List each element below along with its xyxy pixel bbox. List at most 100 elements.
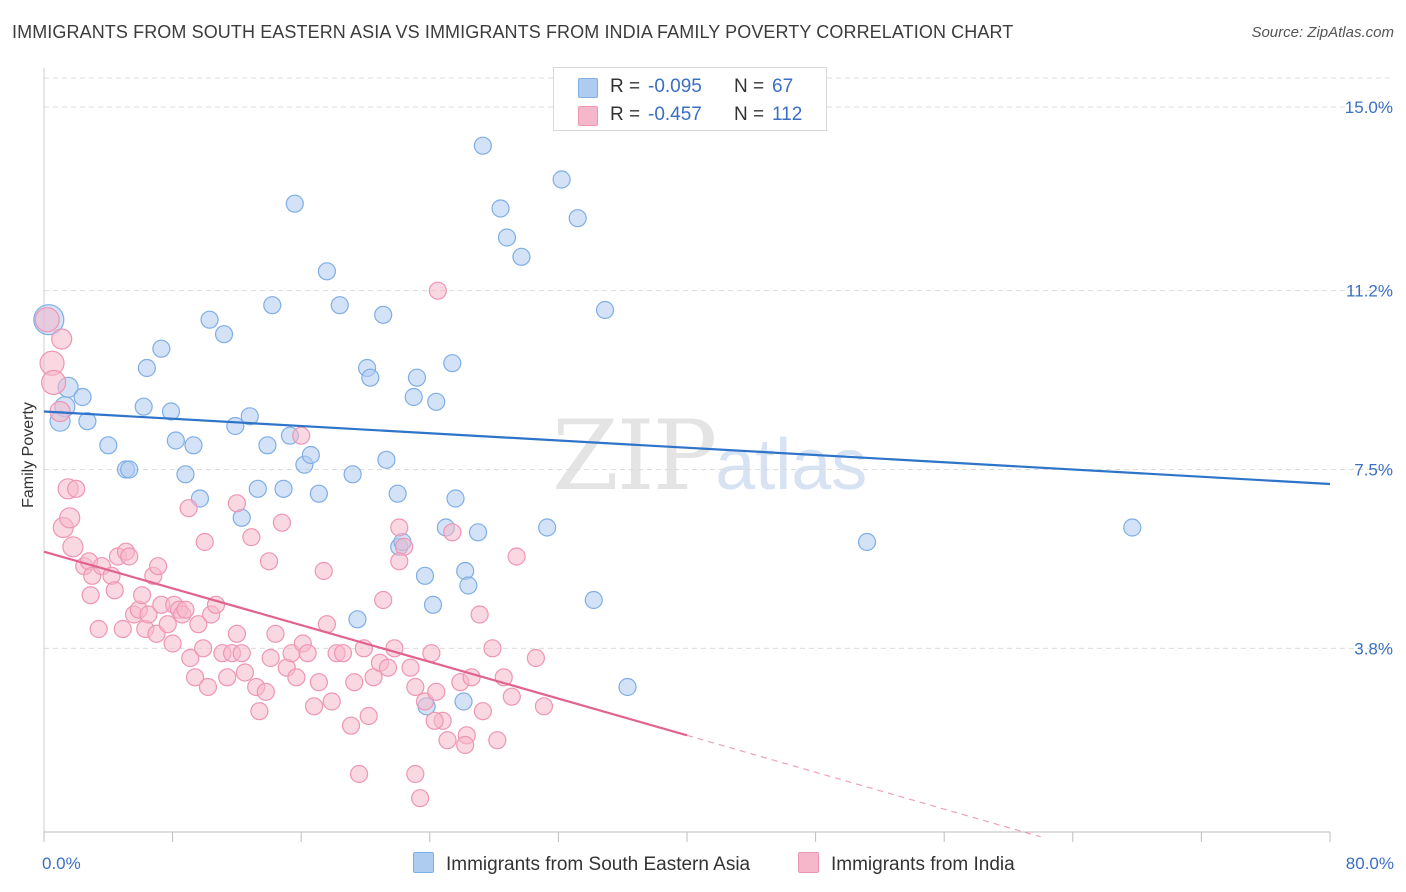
point-india: [105, 581, 124, 600]
point-south-eastern-asia: [388, 484, 407, 503]
point-india: [194, 639, 213, 658]
legend-r-label: R =: [610, 104, 641, 125]
x-tick-label-max: 80.0%: [1346, 854, 1394, 873]
point-south-eastern-asia: [427, 392, 446, 411]
point-india: [483, 639, 502, 658]
legend-swatch-sea: [578, 78, 598, 98]
point-south-eastern-asia: [317, 262, 337, 281]
point-india: [218, 668, 237, 687]
point-south-eastern-asia: [258, 436, 277, 455]
point-south-eastern-asia: [446, 489, 465, 508]
point-india: [292, 426, 311, 445]
point-india: [34, 307, 60, 333]
axes: [43, 68, 1331, 842]
point-india: [401, 658, 420, 677]
point-south-eastern-asia: [491, 199, 510, 218]
point-india: [304, 697, 324, 716]
point-india: [120, 547, 139, 566]
point-india: [132, 586, 152, 605]
point-india: [298, 644, 317, 663]
legend-swatch-india: [578, 106, 598, 126]
point-india: [406, 677, 425, 697]
point-south-eastern-asia: [309, 484, 328, 503]
point-india: [443, 523, 462, 542]
point-india: [438, 731, 457, 750]
point-india: [507, 547, 526, 566]
point-south-eastern-asia: [73, 387, 92, 407]
point-india: [314, 561, 333, 581]
point-india: [428, 281, 447, 300]
point-india: [41, 369, 67, 396]
point-india: [256, 682, 275, 701]
point-india: [227, 624, 246, 643]
point-south-eastern-asia: [120, 460, 139, 479]
point-india: [427, 682, 446, 701]
point-south-eastern-asia: [330, 296, 349, 315]
point-south-eastern-asia: [454, 692, 473, 711]
y-tick-label: 3.8%: [1354, 639, 1393, 658]
point-south-eastern-asia: [497, 228, 517, 247]
point-india: [242, 528, 261, 547]
point-india: [227, 494, 246, 513]
point-india: [349, 764, 369, 784]
point-india: [456, 735, 475, 755]
point-south-eastern-asia: [459, 576, 478, 595]
bottom-legend-sea: Immigrants from South Eastern Asia: [413, 852, 750, 876]
point-india: [51, 328, 73, 350]
gridlines: [44, 77, 1393, 649]
y-tick-label: 11.2%: [1346, 282, 1393, 301]
point-south-eastern-asia: [137, 358, 156, 378]
point-south-eastern-asia: [552, 170, 571, 189]
point-india: [272, 513, 292, 532]
point-south-eastern-asia: [301, 445, 320, 465]
point-south-eastern-asia: [423, 595, 443, 614]
point-south-eastern-asia: [568, 209, 587, 228]
point-south-eastern-asia: [407, 368, 427, 387]
point-south-eastern-asia: [584, 590, 603, 610]
point-south-eastern-asia: [443, 354, 462, 373]
point-india: [195, 532, 214, 552]
legend-n-value: 112: [772, 104, 803, 125]
watermark: ZIPatlas: [552, 400, 867, 512]
point-south-eastern-asia: [404, 387, 423, 407]
correlation-legend: R = -0.095 N = 67 R = -0.457 N = 112: [553, 67, 827, 131]
bottom-legend-swatch-india: [798, 852, 819, 873]
point-india: [235, 663, 255, 682]
x-tick-label-min: 0.0%: [42, 854, 81, 873]
point-india: [287, 668, 306, 687]
point-south-eastern-asia: [618, 677, 637, 697]
chart-title: IMMIGRANTS FROM SOUTH EASTERN ASIA VS IM…: [12, 22, 1014, 42]
point-india: [250, 702, 269, 721]
point-india: [261, 648, 280, 668]
point-india: [176, 600, 195, 619]
point-south-eastern-asia: [248, 479, 267, 498]
point-south-eastern-asia: [473, 136, 492, 155]
point-india: [322, 692, 341, 711]
point-india: [179, 499, 198, 518]
point-south-eastern-asia: [240, 407, 259, 426]
legend-r-label: R =: [610, 76, 641, 97]
point-india: [81, 586, 100, 605]
point-india: [189, 615, 208, 634]
point-south-eastern-asia: [857, 532, 877, 552]
point-india: [378, 658, 398, 677]
point-india: [309, 673, 328, 692]
point-south-eastern-asia: [78, 412, 97, 431]
point-south-eastern-asia: [274, 479, 293, 498]
point-south-eastern-asia: [468, 523, 488, 542]
legend-n-label: N =: [734, 76, 765, 97]
point-india: [422, 644, 441, 663]
point-south-eastern-asia: [285, 194, 304, 213]
trend-line-india-extrapolated: [686, 734, 1041, 838]
point-india: [411, 789, 430, 808]
point-india: [473, 702, 492, 721]
point-india: [359, 706, 378, 726]
point-india: [390, 552, 409, 571]
watermark-atlas: atlas: [715, 425, 868, 505]
point-south-eastern-asia: [263, 296, 282, 315]
point-india: [374, 590, 393, 610]
y-tick-label: 15.0%: [1345, 98, 1393, 117]
axis-labels: 3.8% 7.5% 11.2% 15.0% 0.0% 80.0% Family Povert…: [20, 98, 1394, 873]
bottom-legend-swatch-sea: [413, 852, 434, 873]
point-south-eastern-asia: [184, 436, 203, 455]
